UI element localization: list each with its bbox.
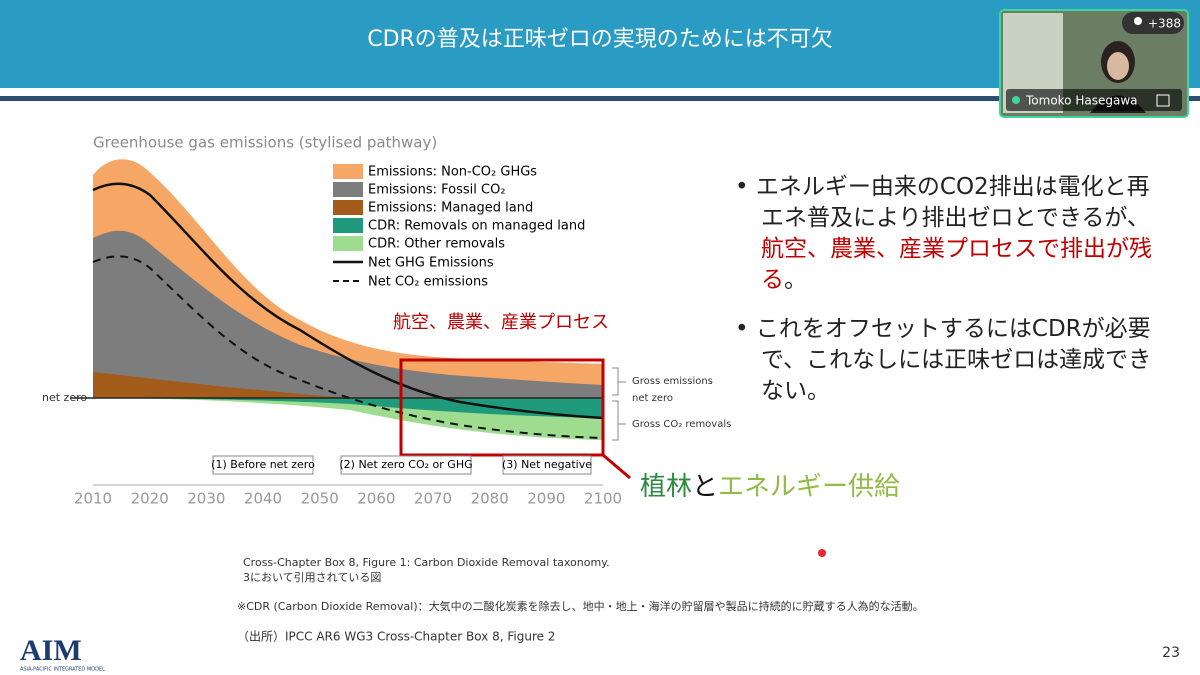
x-tick-label: 2030 [187, 490, 225, 508]
definition-note: ※CDR (Carbon Dioxide Removal)：大気中の二酸化炭素を… [237, 599, 924, 613]
legend-label: Emissions: Fossil CO₂ [368, 183, 506, 198]
callout-text: 植林とエネルギー供給 [640, 472, 900, 502]
participant-count: +388 [1148, 17, 1181, 31]
x-tick-label: 2010 [74, 490, 112, 508]
bracket [612, 367, 626, 396]
person-face [1107, 52, 1129, 80]
right-label: net zero [632, 393, 673, 404]
x-tick-label: 2090 [527, 490, 565, 508]
legend-label: Net CO₂ emissions [368, 275, 488, 290]
name-tag [1006, 89, 1182, 111]
phase-label: (2) Net zero CO₂ or GHG [339, 458, 472, 471]
legend: Emissions: Non-CO₂ GHGs Emissions: Fossi… [333, 164, 585, 290]
right-label: Gross CO₂ removals [632, 419, 731, 430]
callout-pointer [602, 453, 631, 480]
legend-label: Net GHG Emissions [368, 256, 494, 271]
legend-swatch [333, 164, 363, 179]
net-co2-line [92, 255, 604, 439]
legend-swatch [333, 236, 363, 251]
legend-label: Emissions: Non-CO₂ GHGs [368, 165, 537, 180]
legend-label: CDR: Removals on managed land [368, 219, 585, 234]
highlight-box [399, 358, 605, 457]
page-number: 23 [1162, 645, 1180, 661]
legend-swatch [333, 200, 363, 215]
legend-label: Emissions: Managed land [368, 201, 533, 216]
figure-title: Greenhouse gas emissions (stylised pathw… [93, 134, 437, 152]
laser-pointer [818, 549, 826, 557]
phase-label: (3) Net negative [502, 458, 592, 471]
x-tick-label: 2040 [244, 490, 282, 508]
legend-swatch [333, 218, 363, 233]
area-fossil-co2 [93, 230, 603, 398]
x-tick-label: 2100 [584, 490, 622, 508]
bullet: • エネルギー由来のCO2排出は電化と再エネ普及により排出ゼロとできるが、航空、… [735, 174, 1152, 293]
bullet-text: 。 [784, 267, 807, 293]
source-note: Cross-Chapter Box 8, Figure 1: Carbon Di… [243, 556, 610, 569]
phase-label: (1) Before net zero [211, 458, 315, 471]
x-tick-label: 2070 [414, 490, 452, 508]
x-tick-label: 2050 [301, 490, 339, 508]
x-tick-label: 2080 [471, 490, 509, 508]
expand-icon[interactable] [1156, 94, 1170, 107]
highlight-label: 航空、農業、産業プロセス [393, 312, 609, 333]
x-tick-label: 2020 [131, 490, 169, 508]
logo-name: AIM [20, 634, 82, 667]
participant-name: Tomoko Hasegawa [1025, 94, 1138, 108]
phase-box [340, 455, 472, 475]
legend-swatch [333, 182, 363, 197]
net-ghg-line [92, 182, 604, 420]
phase-box [502, 455, 592, 475]
x-ticks: 2010 2020 2030 2040 2050 2060 2070 2080 2090 2100 [74, 490, 622, 508]
legend-label: CDR: Other removals [368, 237, 505, 252]
person-icon [1134, 17, 1142, 25]
area-managed-land-removals [93, 398, 603, 418]
bullet-text: エネルギー由来のCO2排出は電化と再エネ普及により排出ゼロとできるが、 [755, 174, 1150, 231]
slide-title: CDRの普及は正味ゼロの実現のためには不可欠 [367, 27, 833, 52]
logo-subtitle: ASIA-PACIFIC INTEGRATED MODEL [20, 667, 105, 673]
mic-icon [1012, 96, 1020, 104]
title-rule [0, 96, 1200, 101]
bullet: • これをオフセットするにはCDRが必要で、これなしには正味ゼロは達成できない。 [735, 316, 1152, 404]
citation: （出所）IPCC AR6 WG3 Cross-Chapter Box 8, Fi… [237, 630, 555, 644]
x-tick-label: 2060 [357, 490, 395, 508]
phase-box [212, 455, 314, 475]
bracket [612, 400, 626, 441]
net-zero-label: net zero [42, 391, 87, 404]
right-label: Gross emissions [632, 376, 713, 387]
source-note: 3において引用されている図 [243, 570, 381, 584]
area-managed-land [93, 372, 360, 398]
bullet-highlight: 航空、農業、産業プロセスで排出が残る [761, 236, 1152, 293]
bullet-text: これをオフセットするにはCDRが必要で、これなしには正味ゼロは達成できない。 [755, 316, 1152, 404]
